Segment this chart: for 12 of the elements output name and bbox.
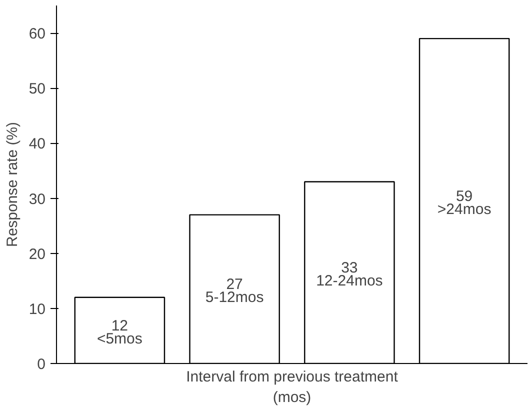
y-tick-label: 0	[37, 356, 46, 373]
y-tick-label: 60	[28, 26, 46, 43]
y-tick-label: 20	[28, 246, 46, 263]
y-tick-label: 40	[28, 136, 46, 153]
y-tick-label: 30	[28, 190, 46, 208]
y-tick-label: 10	[28, 300, 46, 318]
y-axis-title: Response rate (%)	[4, 122, 21, 248]
x-axis-title: Interval from previous treatment (mos)	[186, 368, 399, 406]
y-tick-label: 50	[28, 80, 46, 98]
x-tick-label: 12-24mos	[316, 272, 383, 290]
x-tick-label: 5-12mos	[205, 289, 264, 306]
x-tick-label: >24mos	[437, 201, 492, 218]
